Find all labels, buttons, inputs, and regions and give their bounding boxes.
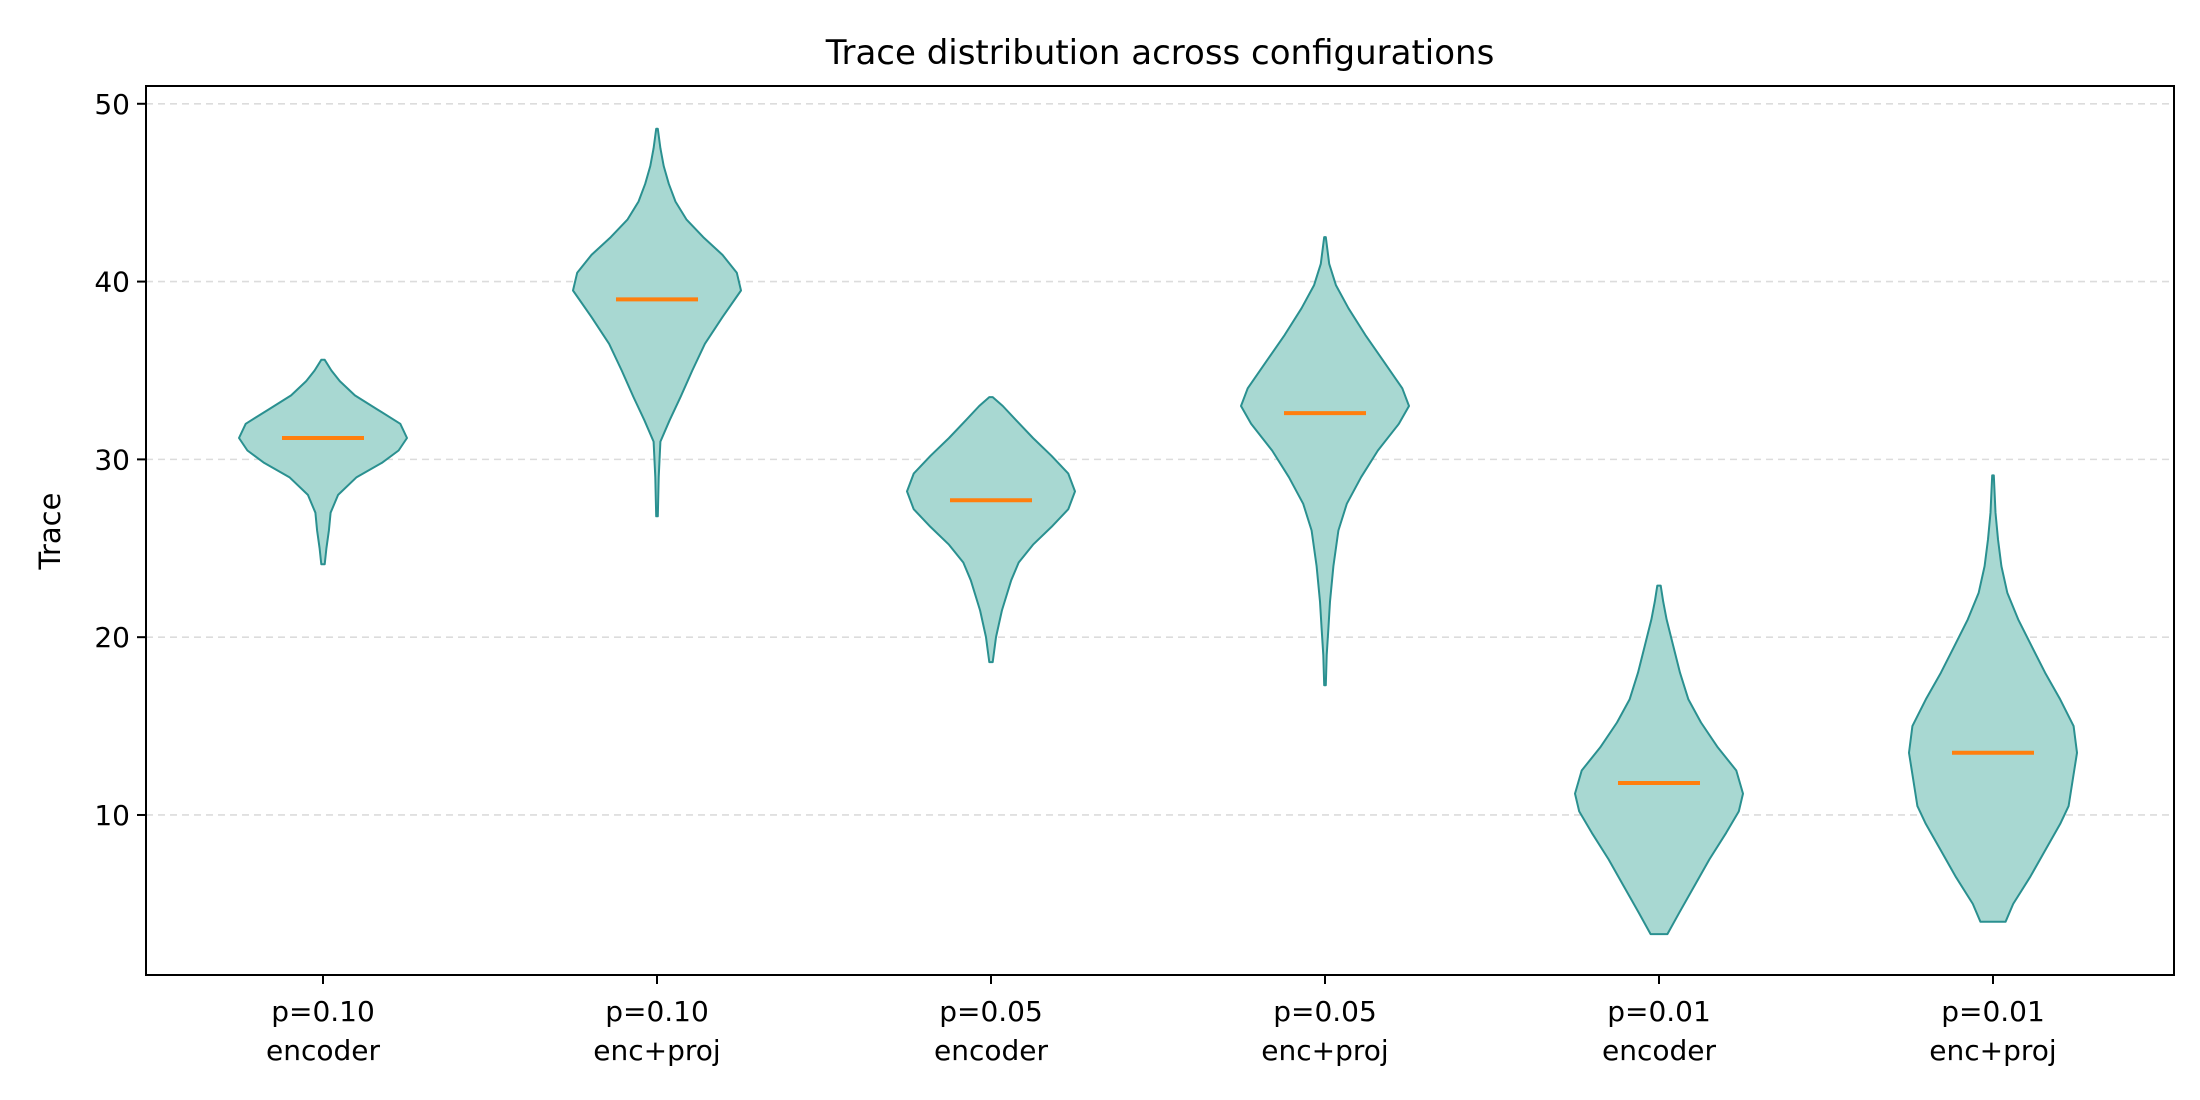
x-tick-label-line1: p=0.05	[1273, 995, 1377, 1028]
x-tick-label-line1: p=0.01	[1607, 995, 1711, 1028]
grid-lines	[146, 102, 2174, 816]
y-tick-label: 50	[94, 88, 130, 121]
violin-body	[1240, 236, 1410, 687]
plot-frame	[145, 85, 2175, 976]
chart-title: Trace distribution across configurations	[825, 33, 1495, 73]
violins	[238, 127, 2078, 936]
x-tick-label-line2: encoder	[934, 1034, 1048, 1067]
y-tick-label: 40	[94, 266, 130, 299]
x-tick-label-line1: p=0.10	[605, 995, 709, 1028]
x-tick-label-line2: enc+proj	[593, 1034, 720, 1067]
y-tick-label: 10	[94, 799, 130, 832]
violin-body	[572, 127, 742, 518]
x-tick-label-line2: encoder	[1602, 1034, 1716, 1067]
y-axis: 10 20 30 40 50	[94, 88, 146, 832]
x-tick-label-line2: enc+proj	[1929, 1034, 2056, 1067]
x-tick-label-line1: p=0.01	[1941, 995, 2045, 1028]
x-tick-label-line1: p=0.10	[271, 995, 375, 1028]
violin-body	[238, 358, 408, 566]
violin-body	[906, 396, 1076, 664]
x-tick-label-line2: encoder	[266, 1034, 380, 1067]
y-tick-label: 20	[94, 621, 130, 654]
violin-body	[1574, 584, 1744, 936]
x-tick-label-line2: enc+proj	[1261, 1034, 1388, 1067]
y-tick-label: 30	[94, 443, 130, 476]
y-axis-title: Trace	[33, 493, 67, 571]
x-axis: p=0.10 encoder p=0.10 enc+proj p=0.05 encoder…	[266, 975, 2057, 1067]
violin-body	[1908, 474, 2078, 923]
x-tick-label-line1: p=0.05	[939, 995, 1043, 1028]
